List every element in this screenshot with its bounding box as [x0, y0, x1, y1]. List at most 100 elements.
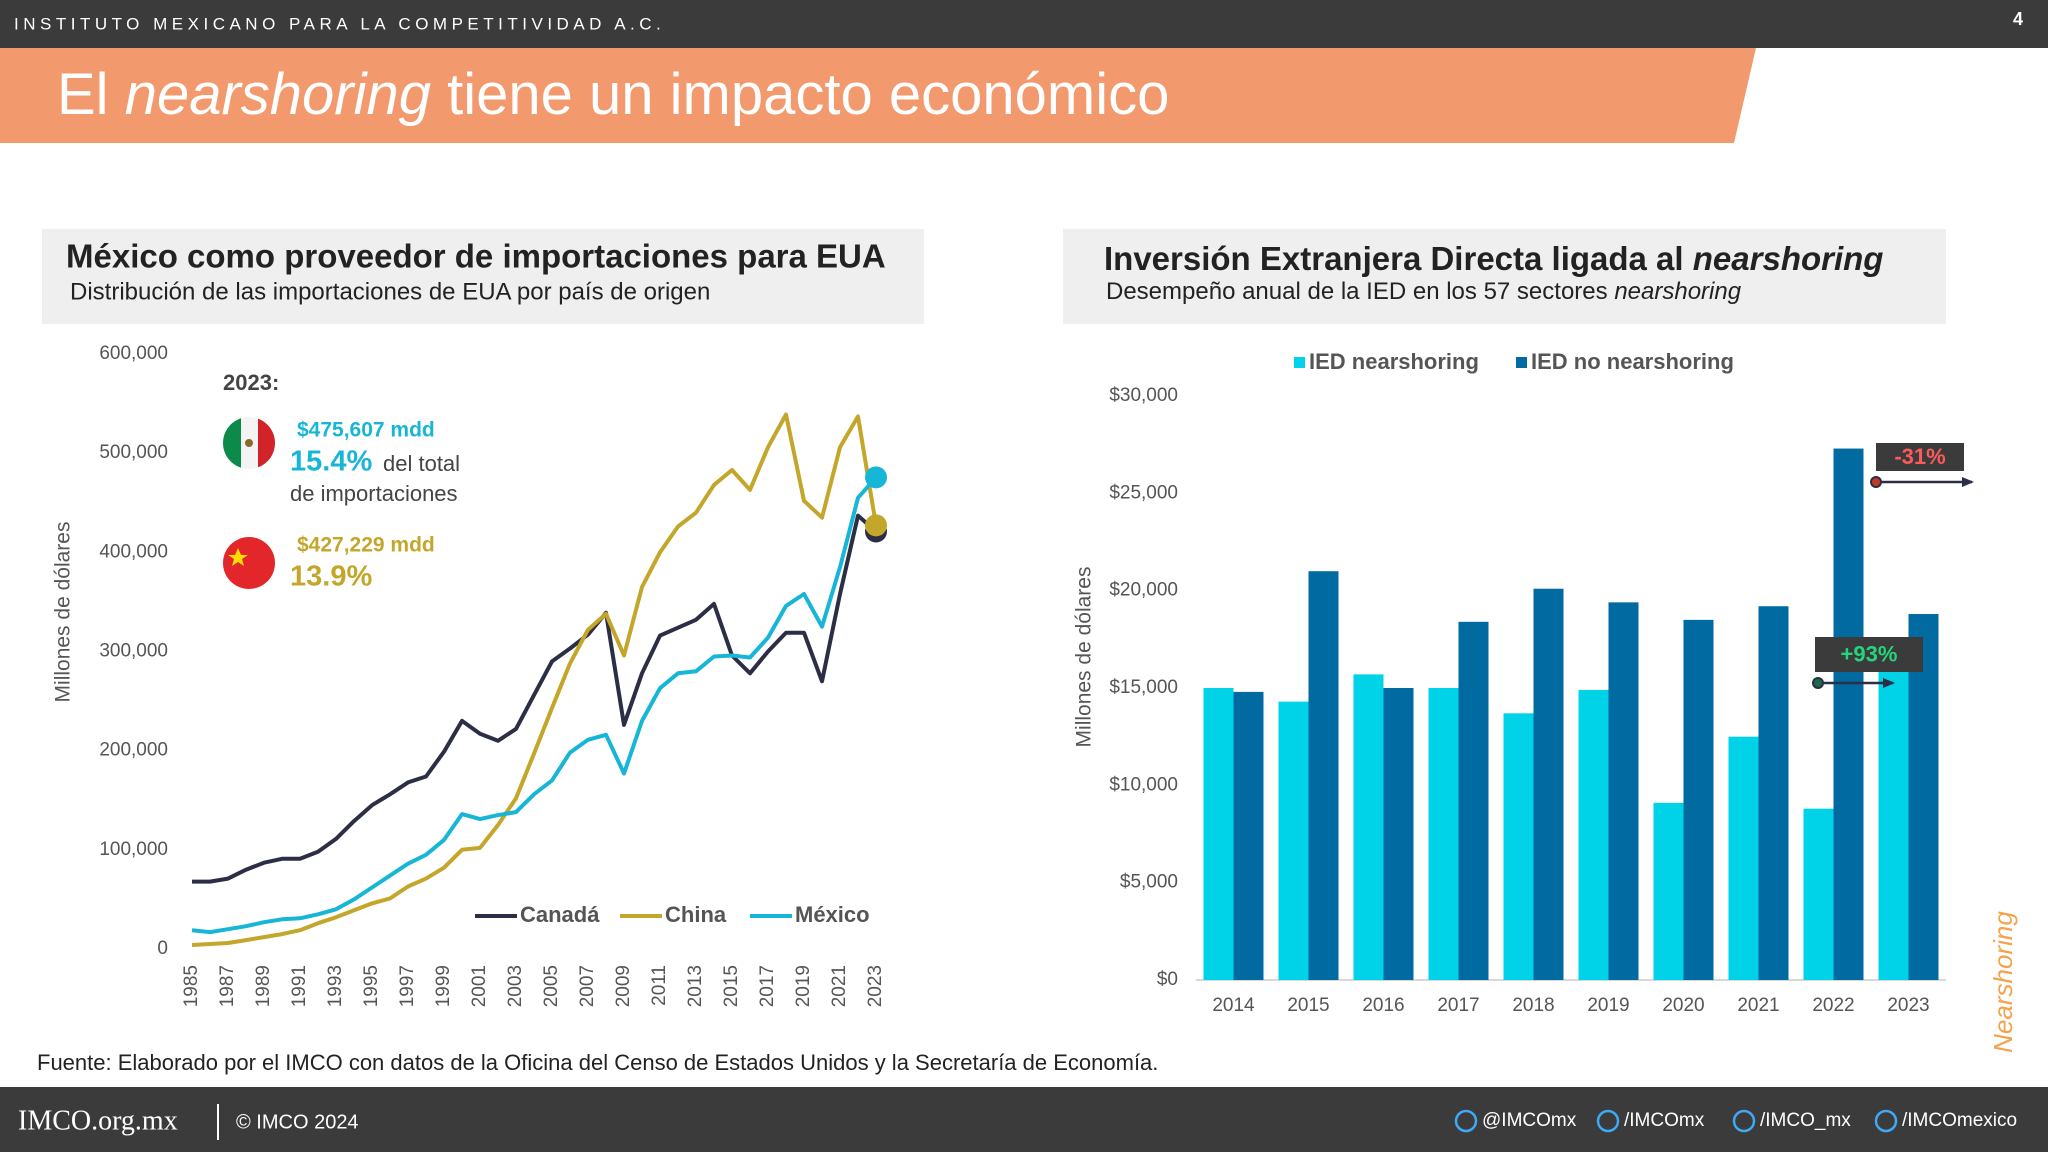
x-tick-label: 1997 [397, 965, 418, 1007]
bar [1758, 606, 1789, 980]
annotation: 15.4% [290, 446, 372, 478]
x-tick-label: 2020 [1662, 995, 1704, 1016]
bar [1908, 614, 1939, 980]
bar [1608, 602, 1639, 980]
social-handle[interactable]: /IMCO_mx [1760, 1110, 1851, 1131]
legend-label: México [795, 902, 870, 927]
bar [1683, 619, 1714, 980]
x-tick-label: 1999 [433, 965, 454, 1007]
bar [1458, 621, 1489, 980]
arrow-head [1962, 477, 1974, 487]
x-tick-label: 2017 [757, 965, 778, 1007]
chart-header-box [1063, 229, 1946, 324]
legend-label: Canadá [520, 902, 600, 927]
x-tick-label: 2019 [793, 965, 814, 1007]
x-tick-label: 1985 [181, 965, 202, 1007]
bar [1308, 571, 1339, 980]
y-tick-label: $25,000 [1109, 482, 1178, 503]
x-tick-label: 2022 [1812, 995, 1854, 1016]
y-axis-label: Millones de dólares [1073, 567, 1096, 748]
x-tick-label: 2018 [1512, 995, 1554, 1016]
mexico-flag [223, 417, 275, 469]
page-number: 4 [2013, 9, 2023, 29]
x-tick-label: 2019 [1587, 995, 1629, 1016]
x-tick-label: 2021 [829, 965, 850, 1007]
bar [1203, 688, 1234, 980]
slide-title-part: El [57, 62, 109, 127]
chart-title: México como proveedor de importaciones p… [66, 238, 886, 275]
social-handle[interactable]: /IMCOmexico [1902, 1110, 2017, 1131]
x-tick-label: 2011 [649, 965, 670, 1006]
y-tick-label: $10,000 [1109, 774, 1178, 795]
arrow-dot [1870, 476, 1882, 488]
y-tick-label: 500,000 [99, 442, 168, 463]
y-tick-label: 0 [157, 938, 168, 959]
x-tick-label: 2003 [505, 965, 526, 1007]
y-tick-label: 100,000 [99, 839, 168, 860]
chart-subtitle: Distribución de las importaciones de EUA… [70, 278, 710, 305]
legend-label: IED no nearshoring [1531, 349, 1734, 374]
annotation: 2023: [223, 370, 279, 395]
annotation: de importaciones [290, 481, 458, 506]
slide-title-part: tiene un impacto económico [447, 62, 1169, 127]
arrow-head [1883, 678, 1895, 688]
social-icon [1596, 1109, 1620, 1133]
x-tick-label: 2009 [613, 965, 634, 1007]
annotation: 13.9% [290, 561, 372, 593]
series-line [192, 513, 878, 884]
source-note: Fuente: Elaborado por el IMCO con datos … [37, 1050, 1158, 1075]
y-tick-label: $20,000 [1109, 580, 1178, 601]
y-tick-label: 200,000 [99, 740, 168, 761]
chart-subtitle-part: Desempeño anual de la IED en los 57 sect… [1106, 278, 1608, 305]
social-icon [1874, 1109, 1898, 1133]
y-tick-label: $5,000 [1120, 872, 1178, 893]
y-tick-label: $30,000 [1109, 385, 1178, 406]
legend-swatch [1516, 357, 1527, 368]
top-bar [0, 0, 2048, 48]
x-tick-label: 2016 [1362, 995, 1404, 1016]
annotation: -31% [1894, 444, 1945, 469]
x-tick-label: 2014 [1212, 995, 1255, 1016]
x-tick-label: 2015 [1287, 995, 1329, 1016]
chart-title-part: nearshoring [1693, 240, 1884, 277]
social-icon [1454, 1109, 1478, 1133]
x-tick-label: 2007 [577, 965, 598, 1007]
bar [1728, 736, 1759, 980]
series-line [191, 412, 878, 947]
series-line [191, 476, 878, 935]
y-tick-label: 600,000 [99, 343, 168, 364]
chart-subtitle: Desempeño anual de la IED en los 57 sect… [1106, 278, 1742, 305]
annotation-box [1815, 637, 1923, 672]
social-handle[interactable]: @IMCOmx [1482, 1110, 1577, 1131]
bar [1503, 713, 1534, 980]
bar [1233, 691, 1264, 980]
bar [1533, 588, 1564, 980]
x-tick-label: 2021 [1737, 995, 1779, 1016]
x-tick-label: 1991 [289, 965, 310, 1007]
y-tick-label: $15,000 [1109, 677, 1178, 698]
x-tick-label: 1987 [217, 965, 238, 1007]
annotation: $427,229 mdd [297, 534, 435, 557]
y-tick-label: 300,000 [99, 641, 168, 662]
side-label: Nearshoring [1988, 911, 2018, 1053]
footer-site[interactable]: IMCO.org.mx [18, 1105, 178, 1136]
organization: INSTITUTO MEXICANO PARA LA COMPETITIVIDA… [14, 14, 665, 33]
annotation: $475,607 mdd [297, 419, 435, 442]
x-tick-label: 2001 [469, 965, 490, 1007]
annotation: +93% [1841, 641, 1898, 666]
chart-subtitle-part: nearshoring [1614, 278, 1741, 305]
legend-swatch [1294, 357, 1305, 368]
x-tick-label: 1993 [325, 965, 346, 1007]
footer-bar [0, 1087, 2048, 1152]
social-icon [1732, 1109, 1756, 1133]
x-tick-label: 2023 [865, 965, 886, 1007]
y-tick-label: 400,000 [99, 541, 168, 562]
social-handle[interactable]: /IMCOmx [1624, 1110, 1705, 1131]
annotation: del total [383, 451, 460, 476]
social-links: @IMCOmx/IMCOmx/IMCO_mx/IMCOmexico [1454, 1109, 2017, 1133]
bar [1878, 649, 1909, 980]
footer-copyright: © IMCO 2024 [236, 1111, 359, 1133]
x-tick-label: 2017 [1437, 995, 1479, 1016]
bar [1428, 688, 1459, 980]
